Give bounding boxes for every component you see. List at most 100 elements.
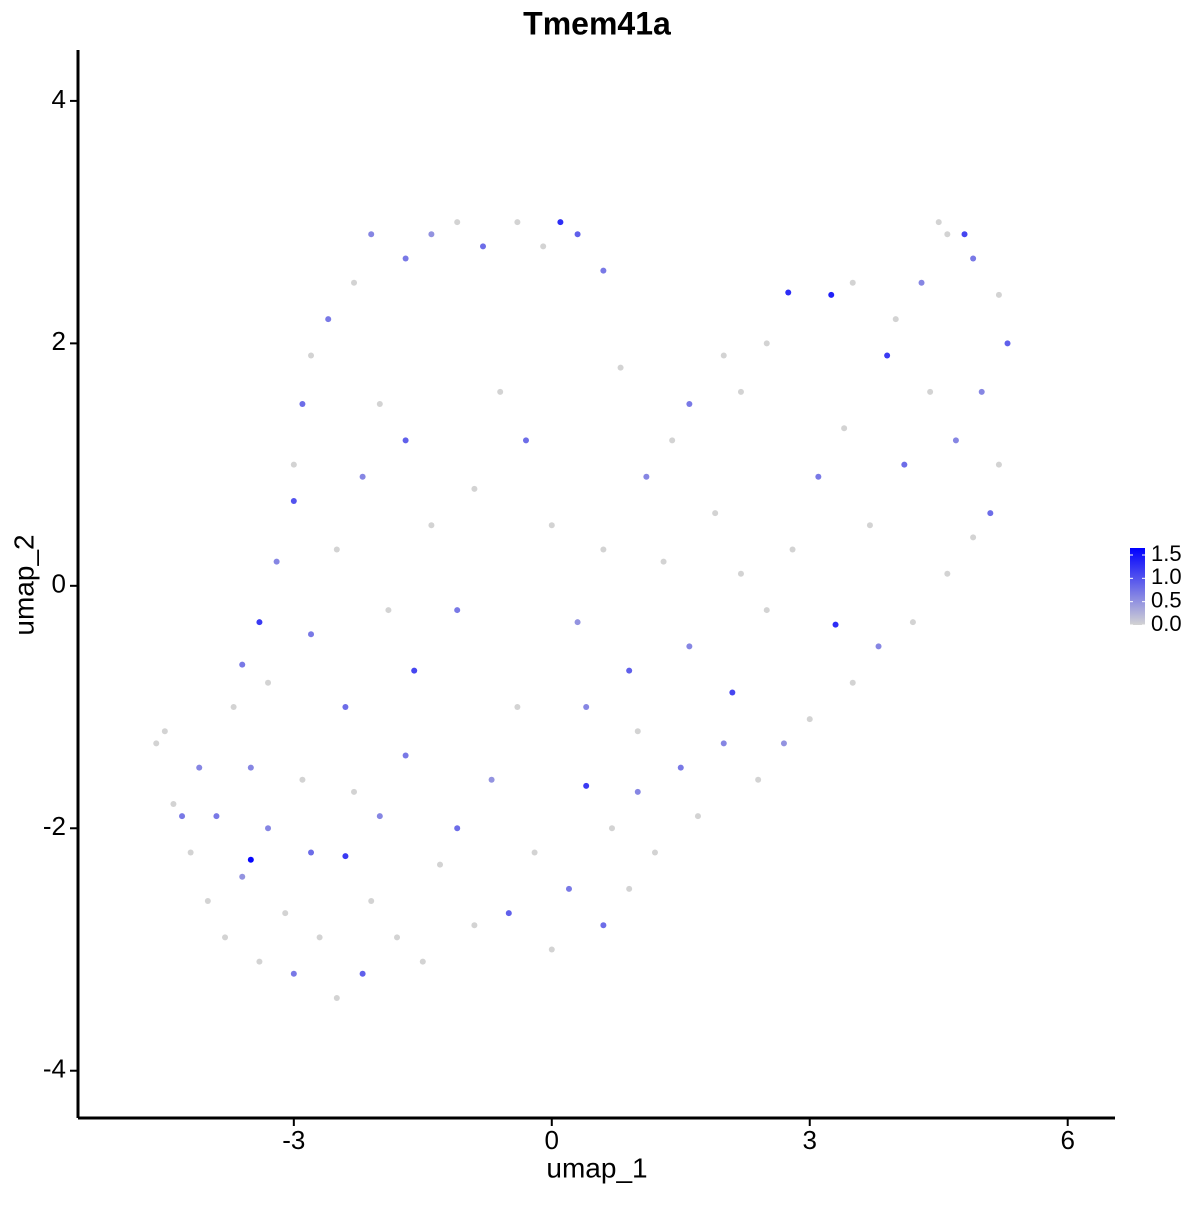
point [763, 607, 770, 614]
point [351, 788, 358, 795]
x-axis-title: umap_1 [546, 1152, 647, 1183]
point [153, 740, 160, 747]
point [686, 643, 693, 650]
point [256, 619, 263, 626]
point [247, 856, 254, 863]
colorbar [1130, 548, 1145, 625]
point [643, 473, 650, 480]
point [230, 704, 237, 711]
point [909, 619, 916, 626]
colorbar-label: 0.5 [1151, 587, 1182, 612]
point [170, 801, 177, 808]
point [479, 243, 486, 250]
point [901, 461, 908, 468]
point [299, 776, 306, 783]
point [995, 291, 1002, 298]
point [213, 813, 220, 820]
point [385, 607, 392, 614]
point [617, 364, 624, 371]
point [634, 728, 641, 735]
point [419, 958, 426, 965]
point [333, 546, 340, 553]
axes: -3 0 3 6 -4 -2 0 2 4 [43, 50, 1115, 1155]
point [918, 279, 925, 286]
point [712, 510, 719, 517]
point [471, 485, 478, 492]
point [368, 898, 375, 905]
point [583, 704, 590, 711]
point [866, 522, 873, 529]
point [428, 522, 435, 529]
point [995, 461, 1002, 468]
point [806, 716, 813, 723]
point [204, 898, 211, 905]
point [944, 570, 951, 577]
point [875, 643, 882, 650]
point [342, 853, 349, 860]
point [548, 946, 555, 953]
point [763, 340, 770, 347]
point [454, 219, 461, 226]
point [265, 825, 272, 832]
point [626, 667, 633, 674]
point [239, 873, 246, 880]
point [308, 849, 315, 856]
point [454, 825, 461, 832]
point [651, 849, 658, 856]
point [514, 704, 521, 711]
point [290, 497, 297, 504]
point [952, 437, 959, 444]
point [368, 231, 375, 238]
point [849, 679, 856, 686]
point [626, 885, 633, 892]
point [694, 813, 701, 820]
point [841, 425, 848, 432]
point [789, 546, 796, 553]
point [239, 661, 246, 668]
x-tick-label: -3 [282, 1125, 305, 1155]
y-tick-label: -2 [43, 811, 66, 841]
point [196, 764, 203, 771]
point [522, 437, 529, 444]
point [785, 289, 792, 296]
point [729, 689, 736, 696]
point [428, 231, 435, 238]
point [514, 219, 521, 226]
point [325, 316, 332, 323]
point [333, 994, 340, 1001]
point [376, 813, 383, 820]
point [222, 934, 229, 941]
point [548, 522, 555, 529]
point [944, 231, 951, 238]
colorbar-label: 1.0 [1151, 564, 1182, 589]
point [402, 752, 409, 759]
point [565, 885, 572, 892]
point [540, 243, 547, 250]
point [970, 255, 977, 262]
x-tick-label: 6 [1060, 1125, 1074, 1155]
point [290, 461, 297, 468]
point [927, 388, 934, 395]
point [394, 934, 401, 941]
point [737, 570, 744, 577]
point [574, 619, 581, 626]
y-tick-label: -4 [43, 1054, 66, 1084]
point [737, 388, 744, 395]
point [265, 679, 272, 686]
point [299, 400, 306, 407]
point [1004, 340, 1011, 347]
point [316, 934, 323, 941]
point [884, 352, 891, 359]
point [557, 219, 564, 226]
point [351, 279, 358, 286]
point [359, 970, 366, 977]
y-axis-title: umap_2 [8, 534, 39, 635]
points [153, 219, 1011, 1001]
point [600, 267, 607, 274]
point [437, 861, 444, 868]
point [720, 740, 727, 747]
point [935, 219, 942, 226]
point [686, 400, 693, 407]
point [290, 970, 297, 977]
